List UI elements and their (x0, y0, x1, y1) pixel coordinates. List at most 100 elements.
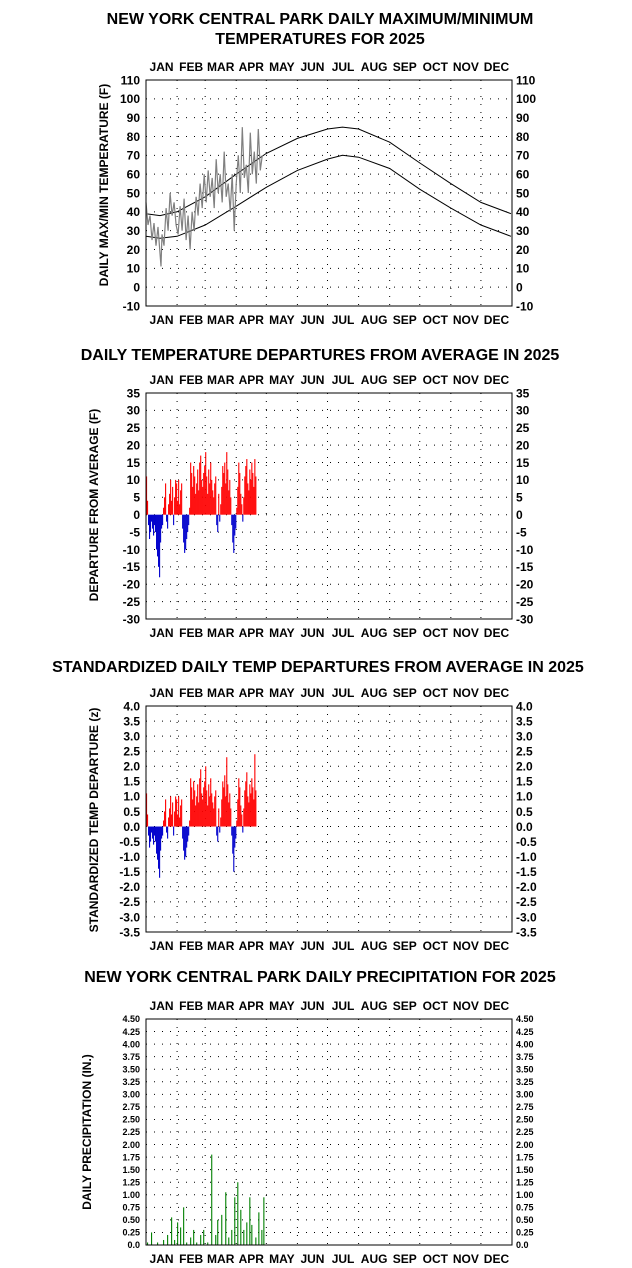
departure-bar (207, 493, 209, 515)
departure-bar (146, 793, 148, 827)
departure-bar (193, 466, 195, 515)
y-tick-label-left: 3.0 (123, 729, 140, 743)
month-label-bottom: AUG (361, 1252, 388, 1266)
y-tick-labels: -10 -10 0 0 10 10 20 20 30 30 40 40 50 50 60 60 70 70 80 80… (120, 73, 536, 313)
chart-title: NEW YORK CENTRAL PARK DAILY PRECIPITATIO… (84, 969, 556, 986)
departure-bar (166, 514, 168, 522)
y-tick-label-left: 2.00 (122, 1140, 140, 1150)
departure-bar (201, 479, 203, 515)
precip-bar (190, 1237, 192, 1245)
y-tick-label-left: 3.50 (122, 1064, 140, 1074)
month-label-top: JUL (332, 373, 355, 387)
departure-bar (147, 500, 149, 515)
departure-bar (230, 808, 232, 827)
month-label-bottom: MAR (207, 1252, 235, 1266)
y-tick-label-right: 3.75 (516, 1052, 534, 1062)
grid (146, 80, 512, 306)
departure-bar (244, 790, 246, 827)
month-label-top: SEP (393, 373, 417, 387)
y-tick-label-right: 0.0 (516, 1240, 529, 1250)
departure-bar (156, 826, 158, 854)
month-label-bottom: OCT (423, 1252, 449, 1266)
departure-bar (212, 802, 214, 827)
departure-bar (162, 514, 164, 526)
precip-bar (183, 1207, 185, 1245)
precip-bar (231, 1229, 233, 1245)
y-tick-label-right: 0.50 (516, 1215, 534, 1225)
month-label-bottom: OCT (423, 939, 449, 953)
precip-bar (186, 1242, 188, 1245)
precip-bar (177, 1222, 179, 1245)
departure-bar (196, 483, 198, 515)
departure-bar (248, 802, 250, 827)
departure-bar (246, 459, 248, 515)
departure-bar (163, 820, 165, 827)
departure-bar (241, 504, 243, 515)
departure-bar (239, 787, 241, 827)
departure-bar (216, 514, 218, 526)
departure-bar (213, 808, 215, 827)
y-axis-label: DAILY PRECIPITATION (IN.) (80, 1054, 94, 1210)
departure-bar (195, 805, 197, 827)
departure-bar (234, 826, 236, 848)
precip-bar (157, 1242, 159, 1245)
y-tick-label-left: 60 (127, 167, 141, 181)
departure-bar (216, 826, 218, 836)
y-tick-label-left: 10 (127, 262, 141, 276)
precip-bar (240, 1209, 242, 1245)
departure-bar (151, 514, 153, 522)
y-tick-label-right: 0.5 (516, 805, 533, 819)
departure-bar (199, 778, 201, 827)
departure-bar (169, 493, 171, 515)
grid (146, 706, 512, 932)
departure-bar (154, 514, 156, 526)
y-tick-label-left: 90 (127, 111, 141, 125)
y-tick-label-right: -3.5 (516, 925, 537, 939)
month-label-top: SEP (393, 686, 417, 700)
departure-bar (219, 826, 221, 833)
y-tick-label-left: 1.50 (122, 1165, 140, 1175)
y-tick-label-left: 70 (127, 149, 141, 163)
y-tick-label-left: 15 (127, 456, 141, 470)
y-tick-label-right: 70 (516, 149, 530, 163)
departure-bar (162, 826, 164, 836)
departure-bar (192, 486, 194, 515)
departure-bar (204, 781, 206, 827)
y-tick-label-left: 40 (127, 205, 141, 219)
departure-bar (170, 479, 172, 515)
y-tick-label-left: -2.5 (119, 895, 140, 909)
month-label-bottom: SEP (393, 313, 417, 327)
departure-bar (235, 514, 237, 529)
month-label-bottom: MAY (269, 313, 295, 327)
departure-bar (146, 476, 148, 515)
month-label-bottom: JUL (332, 313, 355, 327)
month-label-top: SEP (393, 999, 417, 1013)
departure-bar (172, 802, 174, 827)
month-label-bottom: OCT (423, 313, 449, 327)
departure-bar (190, 778, 192, 827)
departure-bar (237, 799, 239, 827)
departure-bar (225, 483, 227, 515)
month-label-bottom: JUN (300, 939, 324, 953)
month-labels-top: JAN FEB MAR APR MAY JUN JUL AUG SEP OCT NOV DEC (150, 999, 510, 1013)
departure-bar (211, 793, 213, 827)
departure-bar (157, 826, 159, 860)
departure-bar (157, 514, 159, 557)
departure-bar (155, 826, 157, 842)
month-label-top: DEC (484, 60, 510, 74)
departure-bar (249, 469, 251, 515)
y-tick-label-right: 0.0 (516, 820, 533, 834)
y-tick-label-right: 50 (516, 186, 530, 200)
departure-bar (246, 772, 248, 827)
departure-bar (181, 483, 183, 515)
departure-bar (196, 796, 198, 827)
month-label-top: MAY (269, 373, 295, 387)
departure-bar (174, 497, 176, 515)
departure-bar (175, 479, 177, 515)
departure-bar (175, 796, 177, 827)
y-tick-label-right: -25 (516, 595, 534, 609)
grid (146, 1019, 512, 1245)
departure-bar (178, 479, 180, 515)
month-label-bottom: MAR (207, 626, 235, 640)
month-labels-top: JAN FEB MAR APR MAY JUN JUL AUG SEP OCT NOV DEC (150, 686, 510, 700)
